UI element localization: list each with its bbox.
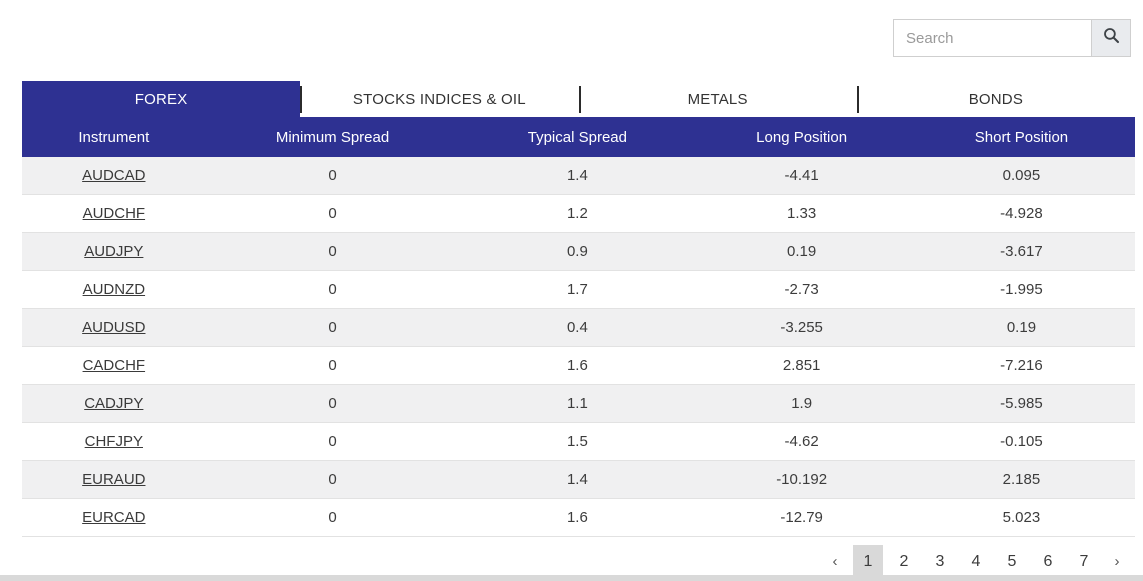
cell-long-position: -4.41	[784, 167, 819, 184]
table-row: EURCAD 0 1.6 -12.79 5.023	[22, 499, 1135, 537]
pagination-page-6[interactable]: 6	[1043, 552, 1053, 570]
cell-long-position: 1.33	[787, 205, 817, 222]
cell-instrument: AUDCAD	[22, 157, 206, 194]
cell-short-position: -3.617	[1000, 243, 1043, 260]
table-row: AUDJPY 0 0.9 0.19 -3.617	[22, 233, 1135, 271]
cell-minimum-spread: 0	[328, 433, 337, 450]
instrument-link[interactable]: AUDCHF	[82, 205, 146, 222]
instrument-link[interactable]: EURAUD	[82, 471, 146, 488]
tab-stocks-indices-oil[interactable]: STOCKS INDICES & OIL	[300, 81, 579, 117]
column-header-long-position: Long Position	[756, 128, 848, 146]
cell-long-position: -4.62	[784, 433, 819, 450]
table-row: CADCHF 0 1.6 2.851 -7.216	[22, 347, 1135, 385]
cell-instrument: AUDNZD	[22, 271, 206, 308]
category-tabs: FOREX STOCKS INDICES & OIL METALS BONDS	[22, 81, 1135, 117]
table-header-row: Instrument Minimum Spread Typical Spread Lo…	[22, 117, 1135, 157]
cell-long-position: 2.851	[782, 357, 821, 374]
cell-short-position: -1.995	[1000, 281, 1043, 298]
cell-typical-spread: 0.4	[566, 319, 588, 336]
instrument-link[interactable]: CADJPY	[84, 395, 144, 412]
cell-minimum-spread: 0	[328, 471, 337, 488]
cell-typical-spread: 1.5	[566, 433, 588, 450]
pagination-page-2[interactable]: 2	[899, 552, 909, 570]
cell-typical-spread: 1.6	[566, 509, 588, 526]
cell-instrument: CADCHF	[22, 347, 206, 384]
instrument-link[interactable]: AUDCAD	[82, 167, 146, 184]
table-row: AUDNZD 0 1.7 -2.73 -1.995	[22, 271, 1135, 309]
pagination-page-3[interactable]: 3	[935, 552, 945, 570]
pagination-page-1[interactable]: 1	[853, 545, 883, 578]
instrument-link[interactable]: EURCAD	[82, 509, 146, 526]
table-row: AUDCAD 0 1.4 -4.41 0.095	[22, 157, 1135, 195]
cell-minimum-spread: 0	[328, 205, 337, 222]
cell-minimum-spread: 0	[328, 319, 337, 336]
table-body: AUDCAD 0 1.4 -4.41 0.095 AUDCHF 0 1.2 1.33 -4.928…	[22, 157, 1135, 537]
cell-long-position: -3.255	[780, 319, 823, 336]
magnifier-icon	[1102, 26, 1121, 50]
cell-minimum-spread: 0	[328, 509, 337, 526]
pagination-prev[interactable]: ‹	[832, 553, 838, 570]
cell-instrument: CHFJPY	[22, 423, 206, 460]
table-row: AUDCHF 0 1.2 1.33 -4.928	[22, 195, 1135, 233]
cell-instrument: AUDJPY	[22, 233, 206, 270]
spreads-panel: FOREX STOCKS INDICES & OIL METALS BONDS Ins…	[22, 81, 1135, 537]
cell-short-position: -4.928	[1000, 205, 1043, 222]
cell-typical-spread: 1.4	[566, 167, 588, 184]
cell-minimum-spread: 0	[328, 357, 337, 374]
cell-minimum-spread: 0	[328, 167, 337, 184]
cell-typical-spread: 0.9	[566, 243, 588, 260]
table-row: CHFJPY 0 1.5 -4.62 -0.105	[22, 423, 1135, 461]
cell-minimum-spread: 0	[328, 281, 337, 298]
cell-short-position: 0.19	[1006, 319, 1037, 336]
cell-minimum-spread: 0	[328, 395, 337, 412]
pagination-page-4[interactable]: 4	[971, 552, 981, 570]
cell-typical-spread: 1.4	[566, 471, 588, 488]
table-row: CADJPY 0 1.1 1.9 -5.985	[22, 385, 1135, 423]
pagination-page-7[interactable]: 7	[1079, 552, 1089, 570]
cell-minimum-spread: 0	[328, 243, 337, 260]
column-header-instrument: Instrument	[78, 128, 150, 146]
tab-forex[interactable]: FOREX	[22, 81, 301, 117]
cell-short-position: -5.985	[1000, 395, 1043, 412]
search-button[interactable]	[1091, 19, 1131, 57]
cell-long-position: 1.9	[791, 395, 813, 412]
cell-typical-spread: 1.2	[566, 205, 588, 222]
cell-instrument: AUDCHF	[22, 195, 206, 232]
cell-short-position: -0.105	[1000, 433, 1043, 450]
pagination-page-5[interactable]: 5	[1007, 552, 1017, 570]
instrument-link[interactable]: AUDJPY	[84, 243, 144, 260]
instrument-link[interactable]: CADCHF	[82, 357, 146, 374]
cell-instrument: CADJPY	[22, 385, 206, 422]
column-header-typical-spread: Typical Spread	[527, 128, 627, 146]
search-input[interactable]	[893, 19, 1091, 57]
instrument-link[interactable]: CHFJPY	[84, 433, 143, 450]
table-row: AUDUSD 0 0.4 -3.255 0.19	[22, 309, 1135, 347]
cell-long-position: 0.19	[787, 243, 817, 260]
table-row: EURAUD 0 1.4 -10.192 2.185	[22, 461, 1135, 499]
cell-short-position: 2.185	[1002, 471, 1041, 488]
cell-long-position: -2.73	[784, 281, 819, 298]
horizontal-scrollbar[interactable]	[0, 575, 1143, 581]
tab-bonds[interactable]: BONDS	[856, 81, 1135, 117]
search-bar	[893, 19, 1131, 57]
cell-long-position: -10.192	[776, 471, 828, 488]
cell-short-position: 5.023	[1002, 509, 1041, 526]
cell-instrument: EURAUD	[22, 461, 206, 498]
cell-instrument: EURCAD	[22, 499, 206, 536]
cell-typical-spread: 1.7	[566, 281, 588, 298]
column-header-minimum-spread: Minimum Spread	[275, 128, 390, 146]
cell-short-position: -7.216	[1000, 357, 1043, 374]
tab-metals[interactable]: METALS	[578, 81, 857, 117]
cell-short-position: 0.095	[1002, 167, 1041, 184]
instrument-link[interactable]: AUDUSD	[82, 319, 146, 336]
cell-instrument: AUDUSD	[22, 309, 206, 346]
cell-typical-spread: 1.1	[566, 395, 588, 412]
pagination: ‹ 1 2 3 4 5 6 7 ›	[817, 545, 1129, 578]
cell-long-position: -12.79	[780, 509, 823, 526]
instrument-link[interactable]: AUDNZD	[82, 281, 146, 298]
pagination-next[interactable]: ›	[1114, 553, 1120, 570]
cell-typical-spread: 1.6	[566, 357, 588, 374]
column-header-short-position: Short Position	[974, 128, 1069, 146]
